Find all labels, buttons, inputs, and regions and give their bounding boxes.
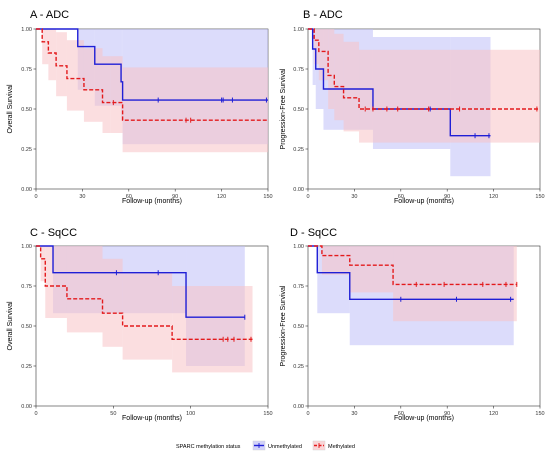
x-tick-label: 150 xyxy=(535,411,544,417)
y-axis-title: Overall Survival xyxy=(7,301,14,350)
x-tick-label: 90 xyxy=(444,411,450,417)
y-tick-label: 0.75 xyxy=(293,284,304,290)
confidence-band-methylated xyxy=(66,40,84,111)
confidence-band-methylated xyxy=(40,246,46,282)
confidence-band-methylated xyxy=(102,258,123,347)
confidence-band-methylated xyxy=(48,29,57,81)
y-tick-label: 1.00 xyxy=(293,27,304,33)
y-tick-label: 0.75 xyxy=(293,67,304,73)
survival-curve-unmethylated xyxy=(308,28,491,137)
confidence-band-methylated xyxy=(359,49,540,143)
x-tick-label: 0 xyxy=(34,411,37,417)
confidence-band-methylated xyxy=(110,56,123,134)
panel-title: A - ADC xyxy=(30,9,69,21)
y-tick-label: 0.00 xyxy=(293,404,304,410)
confidence-band-methylated xyxy=(393,246,517,322)
y-tick-label: 0.75 xyxy=(21,284,32,290)
x-tick-label: 150 xyxy=(535,194,544,200)
survival-curve-methylated xyxy=(308,245,517,286)
y-tick-label: 1.00 xyxy=(21,27,32,33)
x-axis-title: Follow-up (months) xyxy=(122,198,182,205)
x-tick-label: 150 xyxy=(263,411,272,417)
y-tick-label: 0.00 xyxy=(293,187,304,193)
y-tick-label: 0.25 xyxy=(21,147,32,153)
x-tick-label: 120 xyxy=(489,411,498,417)
confidence-band-methylated xyxy=(343,41,360,132)
legend-label-methylated: Methylated xyxy=(328,444,355,450)
x-tick-label: 90 xyxy=(444,194,450,200)
y-tick-label: 0.25 xyxy=(21,364,32,370)
legend-title: SPARC methylation status xyxy=(176,444,241,450)
x-tick-label: 0 xyxy=(306,411,309,417)
y-axis-title: Progression-Free Survival xyxy=(280,68,287,149)
y-tick-label: 0.50 xyxy=(293,107,304,113)
survival-curve-unmethylated xyxy=(36,245,245,318)
panel-title: C - SqCC xyxy=(30,227,77,239)
x-tick-label: 60 xyxy=(126,194,132,200)
y-axis-title: Overall Survival xyxy=(7,84,14,133)
confidence-band-methylated xyxy=(172,286,253,373)
x-axis-title: Follow-up (months) xyxy=(394,415,454,422)
y-tick-label: 1.00 xyxy=(21,244,32,250)
y-tick-label: 0.75 xyxy=(21,67,32,73)
y-axis-title: Progression-Free Survival xyxy=(280,285,287,366)
y-tick-label: 0.25 xyxy=(293,364,304,370)
confidence-band-methylated xyxy=(42,29,49,65)
x-tick-label: 50 xyxy=(110,411,116,417)
confidence-band-methylated xyxy=(122,273,173,360)
legend-label-unmethylated: Unmethylated xyxy=(268,444,302,450)
x-tick-label: 0 xyxy=(34,194,37,200)
confidence-band-methylated xyxy=(321,246,350,275)
x-tick-label: 30 xyxy=(351,194,357,200)
x-tick-label: 0 xyxy=(306,194,309,200)
confidence-band-methylated xyxy=(83,48,103,122)
x-tick-label: 30 xyxy=(79,194,85,200)
y-tick-label: 0.50 xyxy=(293,324,304,330)
x-tick-label: 60 xyxy=(398,194,404,200)
confidence-band-methylated xyxy=(334,33,344,121)
y-tick-label: 0.50 xyxy=(21,107,32,113)
panel-3: 0 50 100 150 0.00 0.25 0.50 0.75 1.00 C - SqCC Fol… xyxy=(7,227,273,422)
survival-curve-unmethylated xyxy=(36,28,268,101)
survival-curve-methylated xyxy=(308,28,540,110)
confidence-band-methylated xyxy=(66,246,103,333)
y-tick-label: 1.00 xyxy=(293,244,304,250)
confidence-band-methylated xyxy=(102,56,111,134)
y-tick-label: 0.00 xyxy=(21,187,32,193)
panel-4: 0 30 60 90 120 150 0.00 0.25 0.50 0.75 1.00 D - SqC… xyxy=(280,227,545,422)
confidence-band-methylated xyxy=(122,67,268,153)
y-tick-label: 0.25 xyxy=(293,147,304,153)
confidence-band-methylated xyxy=(314,29,319,65)
x-axis-title: Follow-up (months) xyxy=(122,415,182,422)
confidence-band-methylated xyxy=(56,32,67,97)
panel-2: 0 30 60 90 120 150 0.00 0.25 0.50 0.75 1.00 B - ADC… xyxy=(280,9,545,205)
panel-1: 0 30 60 90 120 150 0.00 0.25 0.50 0.75 1.00 A - ADC… xyxy=(7,9,273,205)
panel-title: D - SqCC xyxy=(290,227,337,239)
survival-curve-methylated xyxy=(36,245,253,340)
y-tick-label: 0.50 xyxy=(21,324,32,330)
legend: SPARC methylation status Unmethylated Meth… xyxy=(176,440,355,451)
x-tick-label: 60 xyxy=(398,411,404,417)
x-axis-title: Follow-up (months) xyxy=(394,198,454,205)
x-tick-label: 120 xyxy=(217,194,226,200)
x-tick-label: 100 xyxy=(186,411,195,417)
x-tick-label: 120 xyxy=(489,194,498,200)
confidence-band-methylated xyxy=(349,246,394,293)
confidence-band-methylated xyxy=(328,29,335,109)
x-tick-label: 30 xyxy=(351,411,357,417)
x-tick-label: 150 xyxy=(263,194,272,200)
survival-curve-methylated xyxy=(36,28,268,121)
confidence-band-methylated xyxy=(45,246,67,318)
panel-title: B - ADC xyxy=(303,9,343,21)
x-tick-label: 90 xyxy=(172,194,178,200)
y-tick-label: 0.00 xyxy=(21,404,32,410)
confidence-band-methylated xyxy=(318,29,329,81)
